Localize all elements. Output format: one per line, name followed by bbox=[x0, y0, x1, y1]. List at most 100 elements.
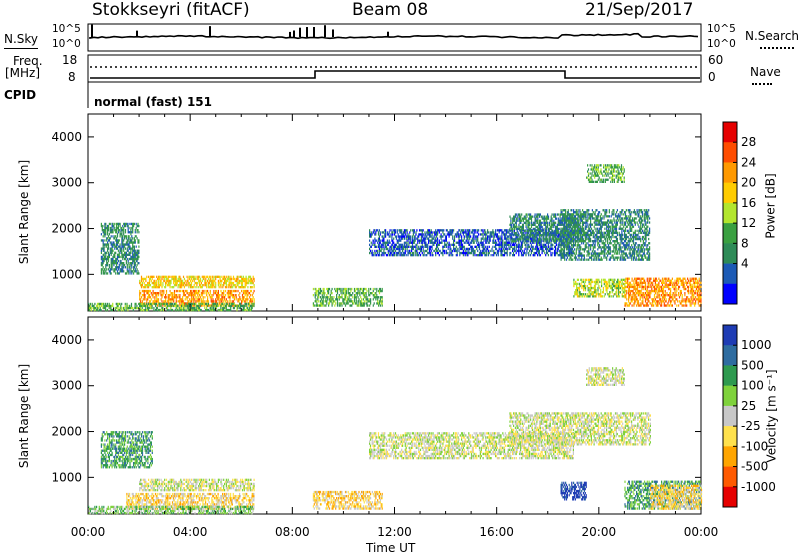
heatmap-cell bbox=[566, 228, 567, 230]
heatmap-cell bbox=[324, 290, 325, 292]
heatmap-cell bbox=[570, 232, 571, 234]
heatmap-cell bbox=[205, 278, 206, 280]
heatmap-cell bbox=[578, 259, 579, 261]
heatmap-cell bbox=[572, 221, 573, 223]
heatmap-cell bbox=[537, 216, 538, 218]
heatmap-cell bbox=[461, 242, 462, 244]
heatmap-cell bbox=[458, 250, 459, 252]
heatmap-cell bbox=[462, 244, 463, 246]
heatmap-cell bbox=[410, 240, 411, 242]
heatmap-cell bbox=[156, 294, 157, 296]
heatmap-cell bbox=[552, 213, 553, 215]
heatmap-cell bbox=[97, 309, 98, 311]
heatmap-cell bbox=[385, 229, 386, 231]
heatmap-cell bbox=[218, 305, 219, 307]
heatmap-cell bbox=[116, 264, 117, 266]
heatmap-cell bbox=[320, 292, 321, 294]
heatmap-cell bbox=[105, 266, 106, 268]
heatmap-cell bbox=[215, 282, 216, 284]
heatmap-cell bbox=[111, 241, 112, 243]
heatmap-cell bbox=[119, 309, 120, 311]
heatmap-cell bbox=[109, 233, 110, 235]
heatmap-cell bbox=[123, 229, 124, 231]
heatmap-cell bbox=[109, 239, 110, 241]
heatmap-cell bbox=[170, 294, 171, 296]
heatmap-cell bbox=[405, 252, 406, 254]
heatmap-cell bbox=[412, 238, 413, 240]
heatmap-cell bbox=[196, 284, 197, 286]
heatmap-cell bbox=[322, 294, 323, 296]
heatmap-cell bbox=[325, 298, 326, 300]
heatmap-cell bbox=[105, 270, 106, 272]
heatmap-cell bbox=[555, 232, 556, 234]
heatmap-cell bbox=[533, 246, 534, 248]
heatmap-cell bbox=[135, 250, 136, 252]
heatmap-cell bbox=[170, 282, 171, 284]
heatmap-cell bbox=[446, 246, 447, 248]
heatmap-cell bbox=[537, 220, 538, 222]
heatmap-cell bbox=[158, 280, 159, 282]
heatmap-cell bbox=[110, 270, 111, 272]
heatmap-cell bbox=[158, 300, 159, 302]
heatmap-cell bbox=[203, 292, 204, 294]
heatmap-cell bbox=[132, 231, 133, 233]
heatmap-cell bbox=[394, 254, 395, 256]
heatmap-cell bbox=[196, 296, 197, 298]
heatmap-cell bbox=[111, 227, 112, 229]
heatmap-cell bbox=[151, 303, 152, 305]
heatmap-cell bbox=[519, 213, 520, 215]
heatmap-cell bbox=[569, 248, 570, 250]
heatmap-cell bbox=[518, 254, 519, 256]
heatmap-cell bbox=[463, 229, 464, 231]
heatmap-cell bbox=[570, 224, 571, 226]
heatmap-cell bbox=[459, 229, 460, 231]
heatmap-cell bbox=[565, 234, 566, 236]
heatmap-cell bbox=[90, 303, 91, 305]
heatmap-cell bbox=[517, 220, 518, 222]
heatmap-cell bbox=[551, 254, 552, 256]
heatmap-cell bbox=[137, 254, 138, 256]
heatmap-cell bbox=[542, 248, 543, 250]
heatmap-cell bbox=[149, 280, 150, 282]
heatmap-cell bbox=[179, 296, 180, 298]
heatmap-cell bbox=[416, 229, 417, 231]
heatmap-cell bbox=[203, 303, 204, 305]
heatmap-cell bbox=[161, 303, 162, 305]
heatmap-cell bbox=[112, 235, 113, 237]
heatmap-cell bbox=[249, 292, 250, 294]
heatmap-cell bbox=[379, 292, 380, 294]
heatmap-cell bbox=[380, 233, 381, 235]
heatmap-cell bbox=[187, 278, 188, 280]
heatmap-cell bbox=[208, 278, 209, 280]
heatmap-cell bbox=[387, 254, 388, 256]
heatmap-cell bbox=[404, 244, 405, 246]
heatmap-cell bbox=[386, 246, 387, 248]
heatmap-cell bbox=[125, 229, 126, 231]
heatmap-cell bbox=[141, 309, 142, 311]
heatmap-cell bbox=[401, 252, 402, 254]
heatmap-cell bbox=[415, 238, 416, 240]
heatmap-cell bbox=[135, 268, 136, 270]
heatmap-cell bbox=[224, 276, 225, 278]
heatmap-cell bbox=[162, 294, 163, 296]
heatmap-cell bbox=[252, 300, 253, 302]
heatmap-cell bbox=[430, 254, 431, 256]
heatmap-cell bbox=[237, 307, 238, 309]
heatmap-cell bbox=[165, 294, 166, 296]
heatmap-cell bbox=[101, 272, 102, 274]
heatmap-cell bbox=[376, 294, 377, 296]
heatmap-cell bbox=[538, 248, 539, 250]
heatmap-cell bbox=[242, 294, 243, 296]
heatmap-cell bbox=[486, 242, 487, 244]
heatmap-cell bbox=[370, 298, 371, 300]
heatmap-cell bbox=[105, 256, 106, 258]
heatmap-cell bbox=[192, 292, 193, 294]
heatmap-cell bbox=[153, 294, 154, 296]
heatmap-cell bbox=[117, 307, 118, 309]
heatmap-cell bbox=[172, 309, 173, 311]
heatmap-cell bbox=[211, 305, 212, 307]
heatmap-cell bbox=[405, 248, 406, 250]
heatmap-cell bbox=[417, 252, 418, 254]
heatmap-cell bbox=[251, 290, 252, 292]
heatmap-cell bbox=[564, 254, 565, 256]
